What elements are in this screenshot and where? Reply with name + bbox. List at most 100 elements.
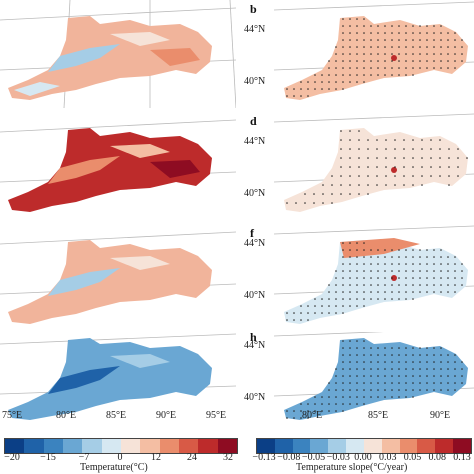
significance-dot: [419, 39, 421, 41]
significance-dot: [412, 277, 414, 279]
significance-dot: [447, 284, 449, 286]
significance-dot: [440, 277, 442, 279]
significance-dot: [412, 368, 414, 370]
significance-dot: [419, 263, 421, 265]
significance-dot: [461, 375, 463, 377]
significance-dot: [358, 157, 360, 159]
significance-dot: [440, 389, 442, 391]
significance-dot: [363, 368, 365, 370]
lat-label-44-f: 44°N: [244, 238, 266, 249]
significance-dot: [419, 249, 421, 251]
significance-dot: [356, 242, 358, 244]
significance-dot: [377, 277, 379, 279]
significance-dot: [384, 361, 386, 363]
significance-dot: [433, 270, 435, 272]
significance-dot: [454, 291, 456, 293]
significance-dot: [349, 361, 351, 363]
significance-dot: [356, 81, 358, 83]
significance-dot: [391, 347, 393, 349]
significance-dot: [433, 354, 435, 356]
significance-dot: [440, 354, 442, 356]
significance-dot: [421, 184, 423, 186]
significance-dot: [403, 175, 405, 177]
significance-dot: [356, 32, 358, 34]
significance-dot: [426, 277, 428, 279]
significance-dot: [293, 417, 295, 419]
significance-dot: [342, 67, 344, 69]
significance-dot: [391, 298, 393, 300]
significance-dot: [342, 410, 344, 412]
significance-dot: [377, 263, 379, 265]
significance-dot: [384, 347, 386, 349]
colorbar-segment: [435, 439, 454, 453]
significance-dot: [433, 39, 435, 41]
significance-dot: [367, 148, 369, 150]
significance-dot: [440, 67, 442, 69]
significance-dot: [440, 291, 442, 293]
significance-dot: [403, 157, 405, 159]
significance-dot: [419, 67, 421, 69]
significance-dot: [349, 396, 351, 398]
significance-dot: [342, 382, 344, 384]
significance-dot: [398, 249, 400, 251]
significance-dot: [421, 139, 423, 141]
significance-dot: [461, 46, 463, 48]
significance-dot: [328, 396, 330, 398]
significance-dot: [370, 32, 372, 34]
significance-dot: [342, 347, 344, 349]
significance-dot: [419, 389, 421, 391]
significance-dot: [370, 270, 372, 272]
significance-dot: [391, 368, 393, 370]
significance-dot: [370, 67, 372, 69]
significance-dot: [356, 270, 358, 272]
significance-dot: [461, 368, 463, 370]
significance-dot: [370, 277, 372, 279]
significance-dot: [454, 368, 456, 370]
significance-dot: [322, 184, 324, 186]
significance-dot: [419, 277, 421, 279]
significance-dot: [328, 284, 330, 286]
significance-dot: [342, 361, 344, 363]
significance-dot: [363, 39, 365, 41]
significance-dot: [370, 25, 372, 27]
colorbar-segment: [417, 439, 436, 453]
significance-dot: [391, 74, 393, 76]
hotspot-marker-f: [391, 275, 397, 281]
significance-dot: [328, 81, 330, 83]
significance-dot: [398, 354, 400, 356]
map-panel-b: b 44°N 40°N: [244, 0, 474, 108]
significance-dot: [430, 175, 432, 177]
significance-dot: [440, 347, 442, 349]
significance-dot: [335, 291, 337, 293]
significance-dot: [412, 25, 414, 27]
significance-dot: [331, 193, 333, 195]
significance-dot: [377, 270, 379, 272]
significance-dot: [433, 277, 435, 279]
significance-dot: [376, 139, 378, 141]
significance-dot: [300, 417, 302, 419]
significance-dot: [363, 298, 365, 300]
significance-dot: [412, 382, 414, 384]
significance-dot: [363, 256, 365, 258]
lat-label-44-h: 44°N: [244, 340, 266, 351]
significance-dot: [356, 375, 358, 377]
lat-label-44-d: 44°N: [244, 136, 266, 147]
significance-dot: [340, 166, 342, 168]
significance-dot: [405, 375, 407, 377]
colorbar-left-title: Temperature(°C): [80, 462, 148, 473]
lon-label-75: 75°E: [2, 410, 23, 421]
significance-dot: [363, 270, 365, 272]
significance-dot: [335, 305, 337, 307]
significance-dot: [430, 166, 432, 168]
significance-dot: [454, 256, 456, 258]
significance-dot: [377, 354, 379, 356]
significance-dot: [349, 67, 351, 69]
significance-dot: [421, 157, 423, 159]
significance-dot: [398, 263, 400, 265]
significance-dot: [377, 389, 379, 391]
significance-dot: [394, 166, 396, 168]
significance-dot: [340, 184, 342, 186]
significance-dot: [405, 270, 407, 272]
significance-dot: [426, 263, 428, 265]
significance-dot: [377, 396, 379, 398]
